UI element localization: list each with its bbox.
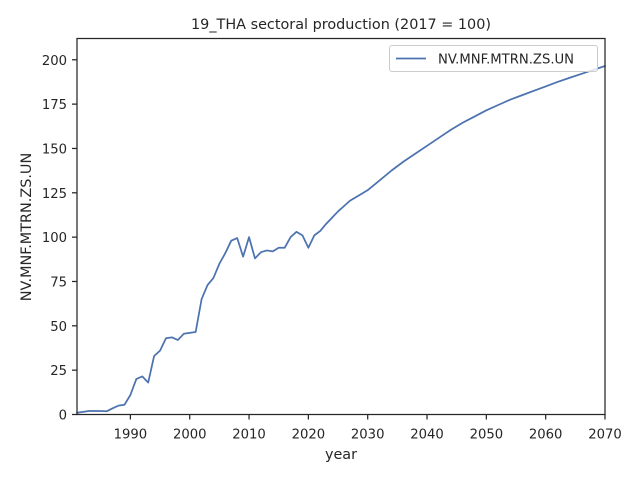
y-tick-label: 75 (50, 275, 67, 290)
x-tick-label: 1990 (114, 428, 148, 443)
y-tick-label: 25 (50, 364, 67, 379)
y-tick-label: 150 (42, 142, 67, 157)
x-tick-label: 2030 (351, 428, 385, 443)
y-axis-label: NV.MNF.MTRN.ZS.UN (19, 153, 35, 301)
y-tick-label: 100 (42, 231, 67, 246)
y-tick-label: 125 (42, 187, 67, 202)
y-axis-ticks: 0 25 50 75 100 125 150 175 200 (42, 54, 77, 424)
chart-title: 19_THA sectoral production (2017 = 100) (191, 17, 491, 33)
x-tick-label: 2050 (470, 428, 504, 443)
x-tick-label: 2010 (232, 428, 266, 443)
legend: NV.MNF.MTRN.ZS.UN (389, 45, 598, 72)
x-tick-label: 2020 (292, 428, 326, 443)
legend-label: NV.MNF.MTRN.ZS.UN (438, 53, 574, 68)
y-tick-label: 50 (50, 320, 67, 335)
x-tick-label: 2040 (410, 428, 444, 443)
legend-box (389, 45, 598, 72)
y-tick-label: 200 (42, 54, 67, 69)
x-tick-label: 2000 (173, 428, 207, 443)
x-axis-ticks: 1990 2000 2010 2020 2030 2040 2050 2060 2070 (114, 414, 622, 443)
series-line-0 (76, 65, 606, 414)
x-tick-label: 2060 (529, 428, 563, 443)
y-tick-label: 175 (42, 98, 67, 113)
y-tick-label: 0 (59, 409, 67, 424)
axes-frame (76, 37, 606, 416)
x-axis-label: year (325, 447, 357, 463)
x-tick-label: 2070 (588, 428, 622, 443)
plot-area (76, 65, 606, 414)
